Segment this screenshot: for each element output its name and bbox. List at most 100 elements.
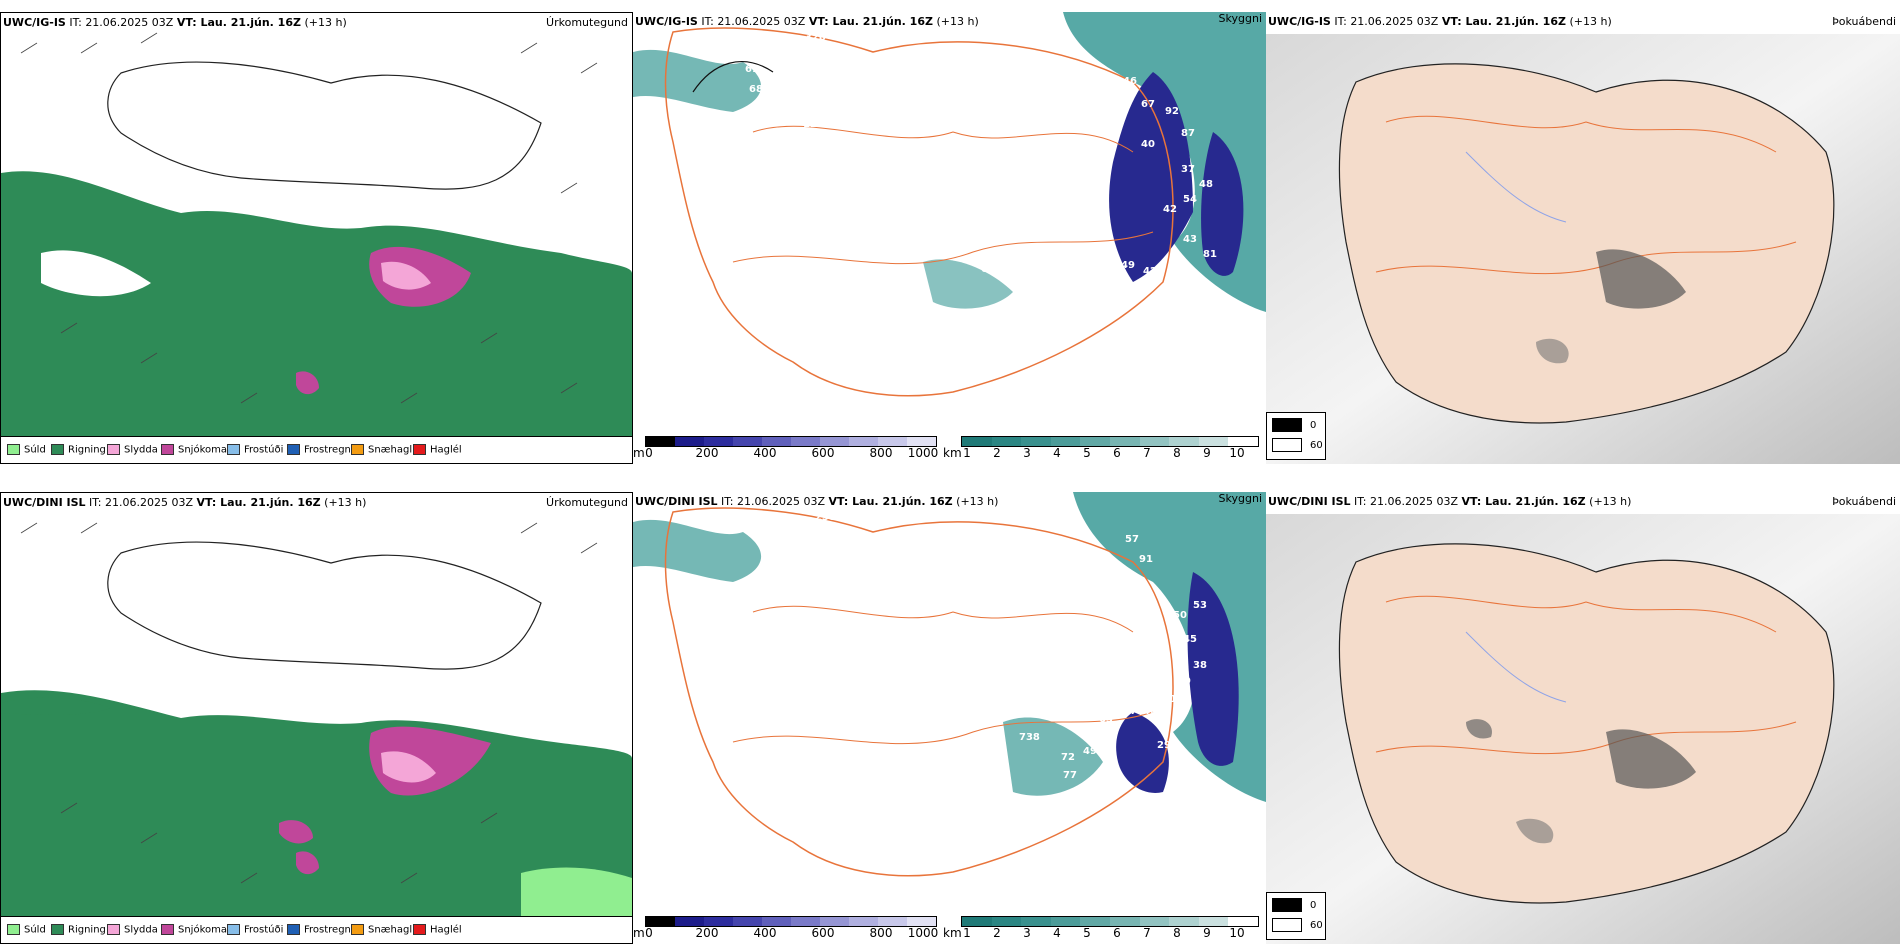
- legend-graupel: Snæhagl: [368, 444, 413, 456]
- fog-map-graphic: [1266, 34, 1900, 464]
- fog-title: Þokuábendi: [1832, 495, 1896, 508]
- ceiling-tick: 600: [811, 446, 835, 460]
- legend-freezing-drizzle: Frostúði: [244, 924, 284, 936]
- ceiling-tick: 0: [645, 926, 653, 940]
- visibility-map: 31 258 260 53 310 11 57 91 53 50 45 38 3…: [633, 492, 1266, 948]
- vis-label: 72: [1061, 752, 1075, 763]
- visibility-tick: 4: [1053, 446, 1061, 460]
- vis-label: 12: [803, 119, 817, 130]
- precip-title: Úrkomutegund: [546, 496, 628, 509]
- vis-label: 46: [1123, 76, 1137, 87]
- legend-snow: Snjókoma: [178, 444, 228, 456]
- ceiling-tick: 0: [645, 446, 653, 460]
- vis-label: 119: [741, 49, 762, 60]
- precip-type-map: UWC/DINI ISL IT: 21.06.2025 03Z VT: Lau.…: [0, 492, 633, 944]
- visibility-tick: 3: [1023, 446, 1031, 460]
- visibility-tick: 2: [993, 446, 1001, 460]
- ceiling-colorbar: m 0 200 400 600 800 1000: [633, 434, 939, 468]
- fog-legend: 0 60: [1266, 892, 1326, 940]
- visibility-colorbar: km 1 2 3 4 5 6 7 8 9 10: [943, 434, 1263, 468]
- vis-label: 49: [1121, 260, 1135, 271]
- vis-label: 8: [813, 154, 820, 165]
- vis-label: 48: [1199, 179, 1213, 190]
- vis-label: 40: [1141, 139, 1155, 150]
- vis-label: 38: [1193, 660, 1207, 671]
- vis-label: 62: [913, 362, 927, 373]
- visibility-tick: 5: [1083, 446, 1091, 460]
- vis-label: 53: [783, 552, 797, 563]
- vis-label: 185: [1053, 704, 1074, 715]
- fog-legend-low: 0: [1310, 420, 1317, 431]
- visibility-tick: 8: [1173, 926, 1181, 940]
- fog-title: Þokuábendi: [1832, 15, 1896, 28]
- vis-label: 37: [1181, 164, 1195, 175]
- vis-label: 42: [1163, 204, 1177, 215]
- precip-map-graphic: [1, 493, 632, 917]
- vis-label: 47: [1099, 276, 1113, 287]
- visibility-unit: km: [943, 926, 962, 940]
- vis-label: 46: [1157, 709, 1171, 720]
- precip-type-map: UWC/IG-IS IT: 21.06.2025 03Z VT: Lau. 21…: [0, 12, 633, 464]
- visibility-tick: 8: [1173, 446, 1181, 460]
- fog-map: UWC/DINI ISL IT: 21.06.2025 03Z VT: Lau.…: [1266, 492, 1900, 944]
- visibility-header: UWC/IG-IS IT: 21.06.2025 03Z VT: Lau. 21…: [635, 15, 979, 28]
- ceiling-tick: 600: [811, 926, 835, 940]
- legend-drizzle: Súld: [24, 444, 46, 456]
- visibility-tick: 3: [1023, 926, 1031, 940]
- fog-header: UWC/DINI ISL IT: 21.06.2025 03Z VT: Lau.…: [1268, 495, 1632, 508]
- vis-label: 328: [805, 32, 826, 43]
- fog-legend-low: 0: [1310, 900, 1317, 911]
- visibility-unit: km: [943, 446, 962, 460]
- vis-label: 63: [1099, 714, 1113, 725]
- legend-freezing-rain: Frostregn: [304, 924, 351, 936]
- ceiling-tick: 200: [695, 446, 719, 460]
- vis-label: 258: [815, 512, 836, 523]
- vis-label: 77: [1063, 770, 1077, 781]
- vis-label: 47: [941, 808, 955, 819]
- vis-label: 738: [1019, 732, 1040, 743]
- legend-sleet: Slydda: [124, 924, 158, 936]
- vis-label: 67: [1141, 99, 1155, 110]
- vis-label: 195: [1073, 292, 1094, 303]
- vis-label: 91: [1139, 554, 1153, 565]
- vis-label: 50: [1173, 610, 1187, 621]
- visibility-tick: 5: [1083, 926, 1091, 940]
- visibility-labels: 119 328 389 61 68 392 96 133 12 8 10 15 …: [741, 32, 1217, 393]
- fog-legend-high: 60: [1310, 440, 1323, 451]
- vis-label: 92: [1165, 106, 1179, 117]
- ceiling-tick: 400: [753, 446, 777, 460]
- fog-legend: 0 60: [1266, 412, 1326, 460]
- visibility-tick: 1: [963, 926, 971, 940]
- legend-sleet: Slydda: [124, 444, 158, 456]
- vis-label: 96: [781, 104, 795, 115]
- vis-label: 260: [781, 534, 802, 545]
- legend-rain: Rigning: [68, 444, 106, 456]
- visibility-tick: 9: [1203, 926, 1211, 940]
- legend-rain: Rigning: [68, 924, 106, 936]
- vis-label: 126: [1023, 261, 1044, 272]
- precip-header: UWC/IG-IS IT: 21.06.2025 03Z VT: Lau. 21…: [3, 16, 347, 29]
- legend-freezing-rain: Frostregn: [304, 444, 351, 456]
- vis-label: 31: [761, 512, 775, 523]
- visibility-tick: 7: [1143, 926, 1151, 940]
- vis-label: 636: [981, 264, 1002, 275]
- ceiling-tick: 800: [869, 446, 893, 460]
- visibility-tick: 10: [1229, 926, 1245, 940]
- vis-label: 49: [1083, 746, 1097, 757]
- legend-graupel: Snæhagl: [368, 924, 413, 936]
- fog-map: UWC/IG-IS IT: 21.06.2025 03Z VT: Lau. 21…: [1266, 12, 1900, 464]
- visibility-title: Skyggni: [1218, 12, 1262, 25]
- legend-freezing-drizzle: Frostúði: [244, 444, 284, 456]
- vis-label: 15: [828, 169, 842, 180]
- vis-label: 206: [973, 364, 994, 375]
- visibility-tick: 2: [993, 926, 1001, 940]
- ceiling-tick: 800: [869, 926, 893, 940]
- vis-label: 70: [935, 350, 949, 361]
- ceiling-tick: 1000: [907, 926, 939, 940]
- visibility-tick: 7: [1143, 446, 1151, 460]
- vis-label: 82: [1189, 276, 1203, 287]
- vis-label: 43: [1183, 234, 1197, 245]
- vis-label: 60: [793, 780, 807, 791]
- vis-label: 51: [1163, 694, 1177, 705]
- visibility-map-graphic: 119 328 389 61 68 392 96 133 12 8 10 15 …: [633, 12, 1266, 430]
